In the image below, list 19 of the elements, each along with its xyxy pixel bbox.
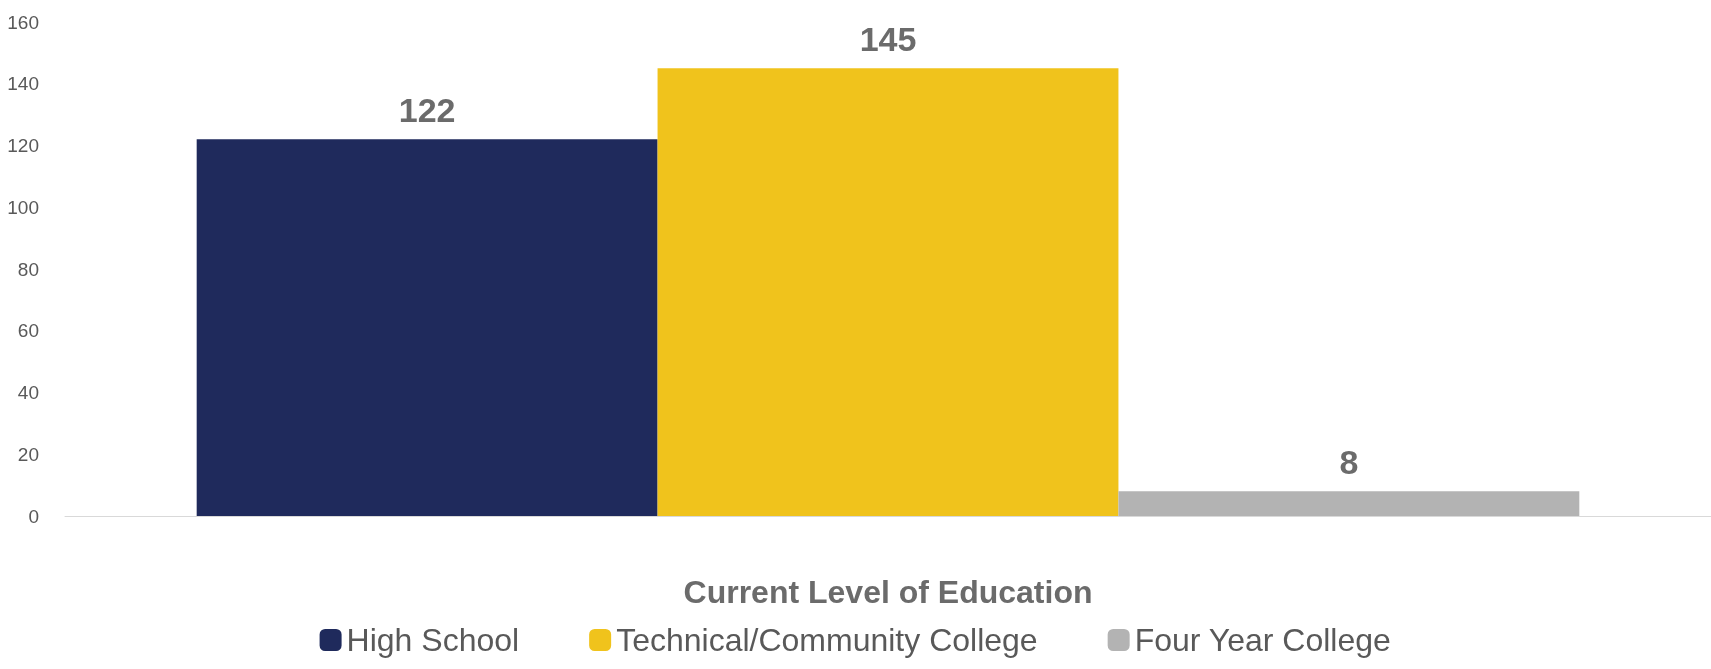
y-tick-label: 100 bbox=[7, 196, 39, 218]
y-tick-label: 160 bbox=[7, 11, 39, 33]
data-label: 145 bbox=[859, 20, 917, 59]
y-tick-label: 140 bbox=[7, 73, 39, 95]
y-tick-label: 40 bbox=[17, 382, 39, 403]
y-tick-label: 60 bbox=[17, 320, 39, 342]
bar bbox=[196, 139, 658, 516]
legend-label: Technical/Community College bbox=[616, 622, 1038, 658]
data-label: 122 bbox=[398, 91, 456, 130]
data-label: 8 bbox=[1339, 443, 1359, 482]
y-tick-label: 120 bbox=[7, 135, 39, 156]
legend-label: Four Year College bbox=[1134, 622, 1391, 658]
x-axis-title: Current Level of Education bbox=[683, 574, 1093, 610]
y-tick-label: 20 bbox=[17, 443, 39, 465]
legend-label: High School bbox=[346, 622, 520, 658]
bar bbox=[1118, 491, 1580, 516]
y-tick-label: 0 bbox=[28, 505, 39, 527]
bar bbox=[657, 68, 1119, 516]
y-tick-label: 80 bbox=[17, 258, 39, 280]
